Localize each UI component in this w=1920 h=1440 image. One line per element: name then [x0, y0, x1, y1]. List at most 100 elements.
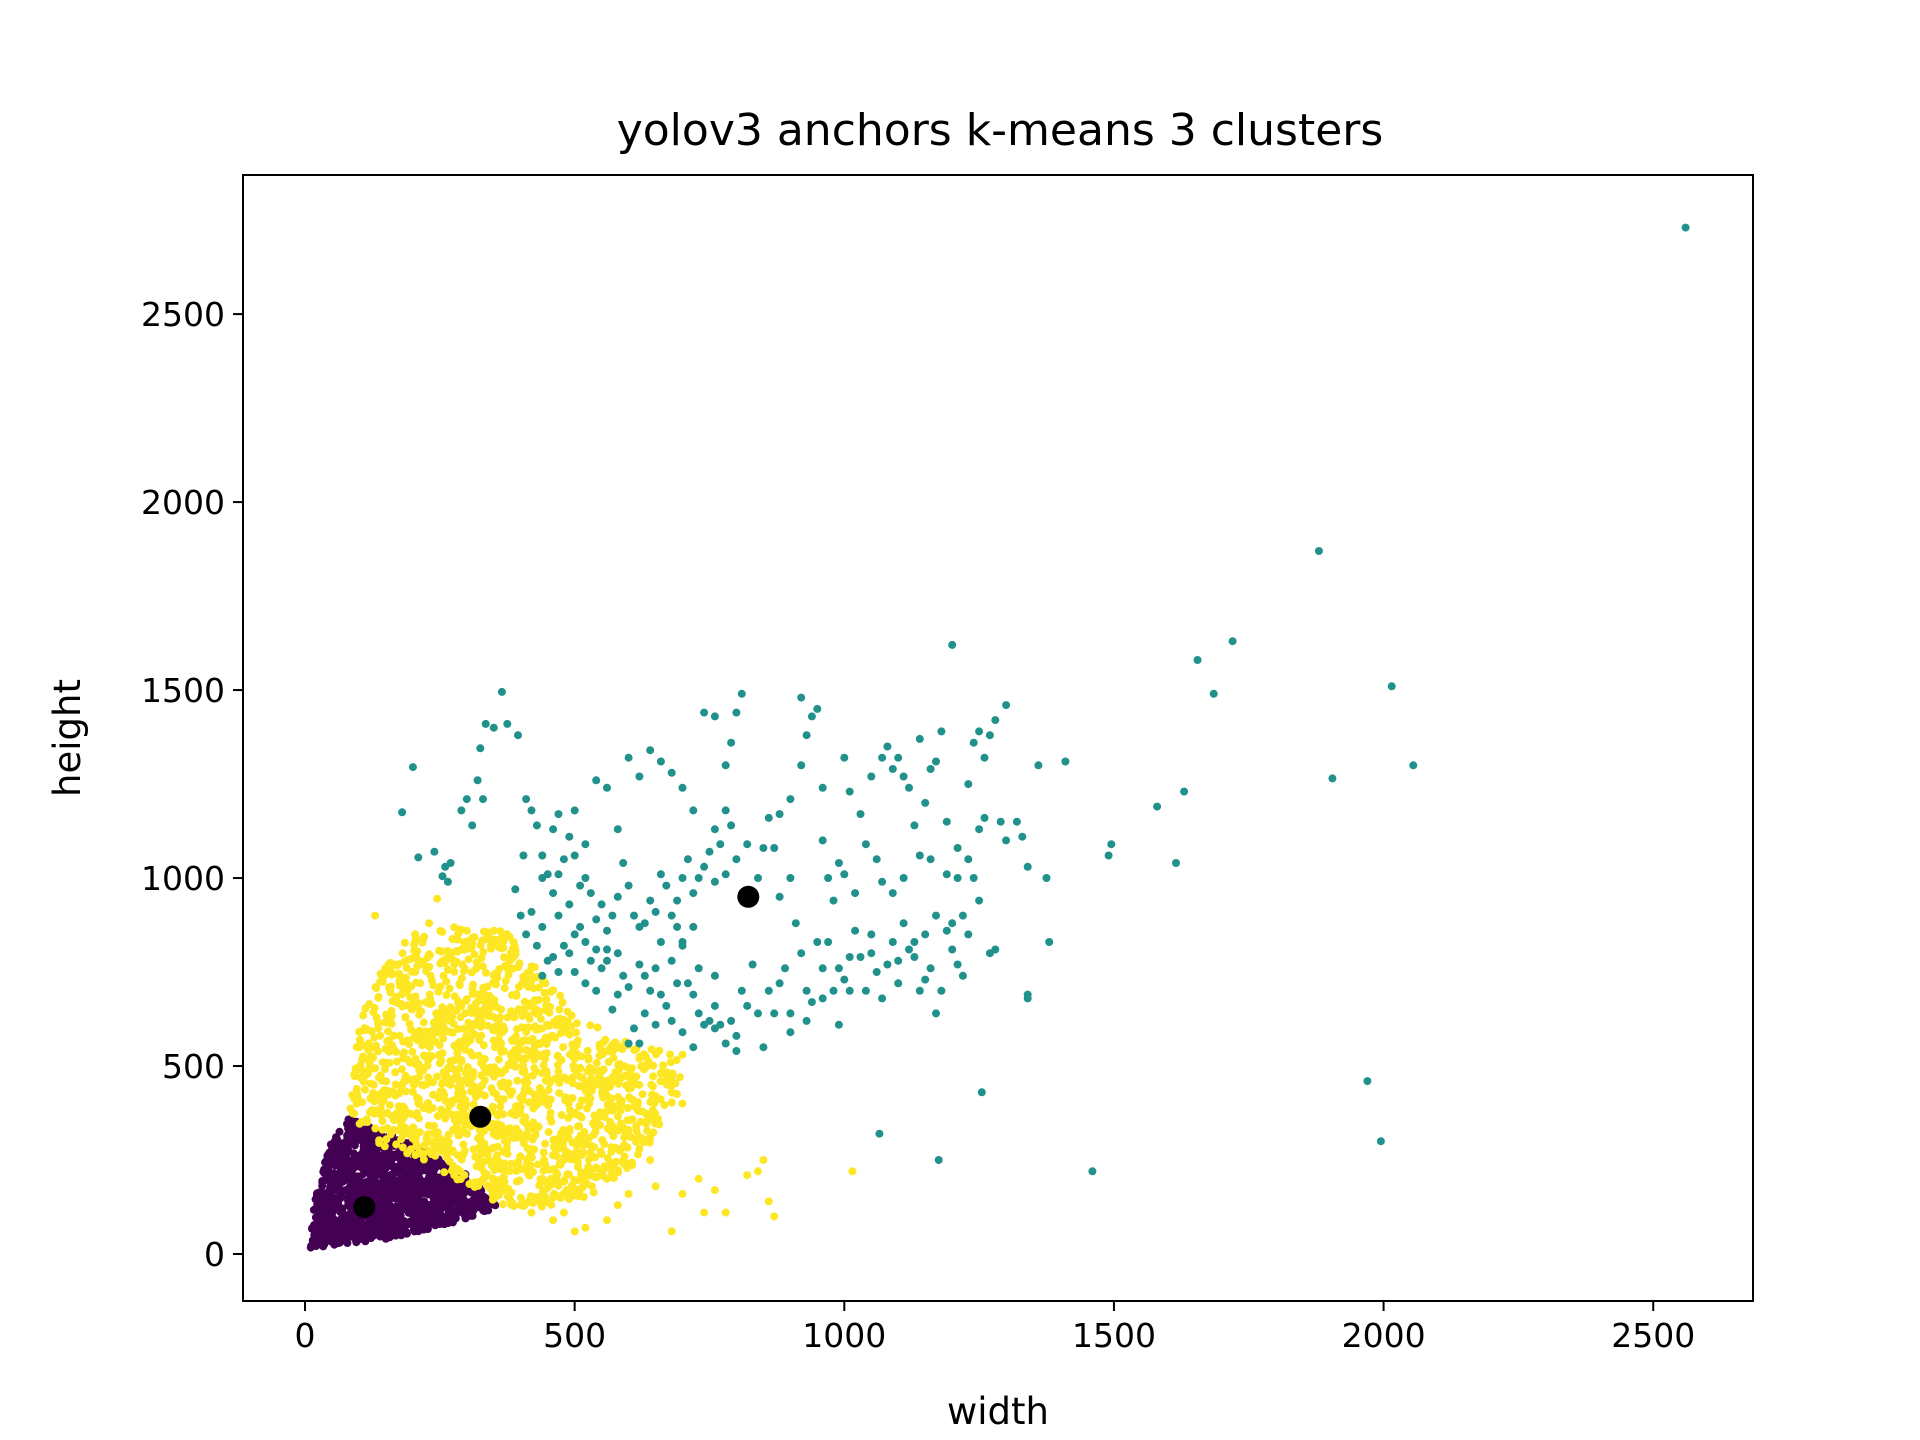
data-point: [420, 1197, 429, 1206]
data-point: [1023, 994, 1032, 1003]
data-point: [559, 1137, 568, 1146]
data-point: [392, 1140, 401, 1149]
data-point: [515, 982, 523, 991]
data-point: [1387, 682, 1396, 691]
data-point: [437, 1211, 446, 1220]
data-point: [444, 1207, 453, 1216]
data-point: [463, 1186, 472, 1195]
data-point: [554, 968, 563, 976]
data-point: [848, 1167, 857, 1176]
data-point: [932, 757, 940, 766]
data-point: [596, 1147, 605, 1156]
data-point: [556, 1193, 565, 1202]
data-point: [505, 932, 514, 941]
data-point: [462, 795, 471, 804]
data-point: [958, 971, 967, 980]
data-point: [468, 821, 477, 830]
data-point: [539, 1166, 548, 1175]
data-point: [829, 896, 838, 905]
data-point: [479, 795, 487, 804]
data-point: [513, 1025, 522, 1034]
data-point: [867, 930, 876, 939]
data-point: [694, 1009, 703, 1018]
data-point: [503, 964, 512, 973]
data-point: [531, 1022, 540, 1031]
data-point: [558, 998, 567, 1007]
data-point: [584, 1055, 593, 1064]
data-point: [418, 1041, 427, 1050]
data-point: [878, 994, 887, 1003]
data-point: [538, 971, 547, 980]
data-point: [546, 1108, 555, 1117]
data-point: [355, 1178, 363, 1187]
data-point: [408, 763, 417, 772]
data-point: [620, 1133, 629, 1142]
data-point: [393, 961, 402, 970]
data-point: [604, 1058, 613, 1066]
data-point: [613, 949, 622, 958]
data-point: [648, 1106, 657, 1115]
data-point: [396, 1103, 404, 1112]
data-point: [942, 870, 951, 879]
data-point: [560, 1176, 569, 1185]
data-point: [737, 689, 746, 698]
data-point: [829, 986, 838, 995]
data-point: [478, 1081, 487, 1089]
data-point: [659, 1061, 668, 1070]
y-axis-ticks: 0 500 1000 1500 2000 2500: [141, 295, 243, 1274]
data-point: [851, 926, 860, 935]
data-point: [499, 1110, 508, 1119]
data-point: [656, 1077, 665, 1086]
data-point: [355, 1027, 364, 1036]
data-point: [921, 930, 930, 939]
data-point: [975, 896, 984, 905]
plot-frame: [242, 174, 1754, 1302]
data-point: [586, 1141, 595, 1150]
data-point: [624, 1039, 633, 1048]
data-point: [510, 1050, 519, 1059]
data-point: [732, 855, 741, 864]
data-point: [373, 1179, 382, 1188]
data-point: [426, 1137, 435, 1146]
data-point: [700, 708, 709, 717]
y-tick-label: 2500: [141, 295, 225, 334]
data-point: [467, 1087, 475, 1096]
data-point: [942, 926, 951, 935]
data-point: [577, 1168, 586, 1177]
data-point: [408, 967, 417, 976]
data-point: [656, 938, 665, 946]
data-point: [511, 946, 520, 955]
data-point: [390, 1116, 399, 1125]
data-point: [569, 1053, 578, 1062]
data-point: [449, 1162, 458, 1170]
data-point: [541, 1160, 550, 1169]
data-point: [570, 930, 579, 939]
data-point: [459, 1150, 468, 1158]
data-point: [438, 927, 447, 936]
data-point: [613, 1166, 622, 1175]
data-point: [614, 1079, 623, 1088]
data-point: [522, 795, 531, 804]
data-point: [634, 1132, 643, 1141]
data-point: [386, 988, 395, 997]
data-point: [581, 938, 590, 946]
data-point: [313, 1233, 322, 1242]
data-point: [1376, 1137, 1385, 1146]
data-point: [630, 1024, 638, 1033]
data-point: [342, 1147, 351, 1156]
data-point: [651, 1119, 659, 1128]
data-point: [603, 1216, 611, 1225]
data-point: [549, 825, 558, 834]
data-point: [716, 840, 725, 849]
data-point: [390, 1191, 399, 1200]
data-point: [503, 1149, 512, 1158]
data-point: [443, 965, 452, 974]
data-point: [486, 1184, 495, 1193]
data-point: [541, 1139, 550, 1148]
data-point: [428, 1031, 437, 1039]
data-point: [710, 825, 719, 834]
data-point: [592, 945, 601, 954]
data-point: [479, 1127, 488, 1136]
data-point: [378, 1204, 387, 1213]
